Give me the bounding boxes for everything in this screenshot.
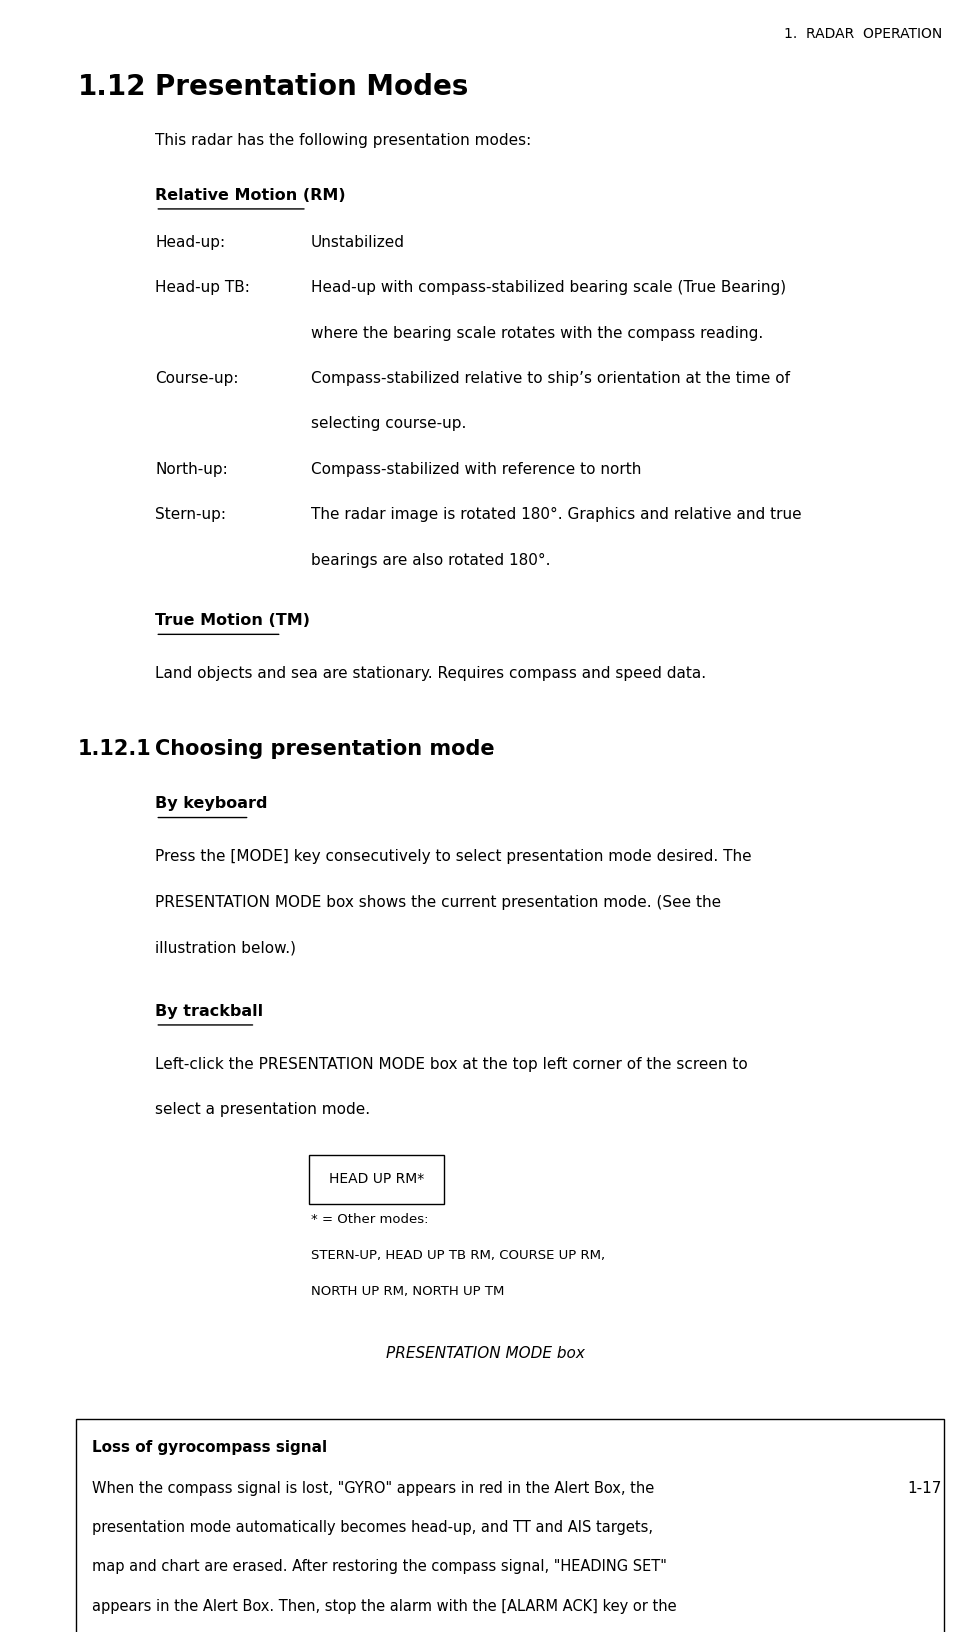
- Text: where the bearing scale rotates with the compass reading.: where the bearing scale rotates with the…: [311, 325, 763, 341]
- Text: By keyboard: By keyboard: [155, 796, 268, 811]
- Text: STERN-UP, HEAD UP TB RM, COURSE UP RM,: STERN-UP, HEAD UP TB RM, COURSE UP RM,: [311, 1248, 605, 1262]
- Text: Compass-stabilized relative to ship’s orientation at the time of: Compass-stabilized relative to ship’s or…: [311, 370, 789, 385]
- Text: By trackball: By trackball: [155, 1004, 263, 1018]
- Text: PRESENTATION MODE box: PRESENTATION MODE box: [386, 1346, 585, 1361]
- Text: * = Other modes:: * = Other modes:: [311, 1213, 428, 1226]
- Text: Stern-up:: Stern-up:: [155, 508, 226, 522]
- Text: Head-up with compass-stabilized bearing scale (True Bearing): Head-up with compass-stabilized bearing …: [311, 281, 786, 295]
- Text: True Motion (TM): True Motion (TM): [155, 614, 311, 628]
- Text: Choosing presentation mode: Choosing presentation mode: [155, 739, 495, 759]
- Text: Left-click the PRESENTATION MODE box at the top left corner of the screen to: Left-click the PRESENTATION MODE box at …: [155, 1058, 748, 1072]
- Text: illustration below.): illustration below.): [155, 940, 296, 955]
- Text: The radar image is rotated 180°. Graphics and relative and true: The radar image is rotated 180°. Graphic…: [311, 508, 801, 522]
- Text: HEAD UP RM*: HEAD UP RM*: [328, 1172, 424, 1186]
- Text: Unstabilized: Unstabilized: [311, 235, 405, 250]
- Text: PRESENTATION MODE box shows the current presentation mode. (See the: PRESENTATION MODE box shows the current …: [155, 894, 721, 909]
- Text: Press the [MODE] key consecutively to select presentation mode desired. The: Press the [MODE] key consecutively to se…: [155, 849, 752, 865]
- Text: map and chart are erased. After restoring the compass signal, "HEADING SET": map and chart are erased. After restorin…: [92, 1559, 667, 1575]
- Text: Compass-stabilized with reference to north: Compass-stabilized with reference to nor…: [311, 462, 641, 477]
- FancyBboxPatch shape: [76, 1418, 944, 1632]
- Text: Land objects and sea are stationary. Requires compass and speed data.: Land objects and sea are stationary. Req…: [155, 666, 707, 681]
- Text: presentation mode automatically becomes head-up, and TT and AIS targets,: presentation mode automatically becomes …: [92, 1519, 653, 1536]
- Text: Relative Motion (RM): Relative Motion (RM): [155, 188, 346, 202]
- Text: Course-up:: Course-up:: [155, 370, 239, 385]
- Text: Presentation Modes: Presentation Modes: [155, 73, 469, 101]
- Text: 1.  RADAR  OPERATION: 1. RADAR OPERATION: [784, 28, 942, 41]
- Text: When the compass signal is lost, "GYRO" appears in red in the Alert Box, the: When the compass signal is lost, "GYRO" …: [92, 1480, 654, 1495]
- Text: NORTH UP RM, NORTH UP TM: NORTH UP RM, NORTH UP TM: [311, 1286, 504, 1299]
- Text: 1.12.1: 1.12.1: [78, 739, 151, 759]
- Text: 1.12: 1.12: [78, 73, 147, 101]
- Text: 1-17: 1-17: [908, 1480, 942, 1497]
- Text: selecting course-up.: selecting course-up.: [311, 416, 466, 431]
- Text: Loss of gyrocompass signal: Loss of gyrocompass signal: [92, 1439, 327, 1454]
- Text: bearings are also rotated 180°.: bearings are also rotated 180°.: [311, 553, 551, 568]
- Text: This radar has the following presentation modes:: This radar has the following presentatio…: [155, 134, 531, 149]
- Text: Head-up:: Head-up:: [155, 235, 225, 250]
- Text: Head-up TB:: Head-up TB:: [155, 281, 251, 295]
- Text: select a presentation mode.: select a presentation mode.: [155, 1102, 371, 1118]
- FancyBboxPatch shape: [309, 1155, 444, 1203]
- Text: North-up:: North-up:: [155, 462, 228, 477]
- Text: appears in the Alert Box. Then, stop the alarm with the [ALARM ACK] key or the: appears in the Alert Box. Then, stop the…: [92, 1599, 677, 1614]
